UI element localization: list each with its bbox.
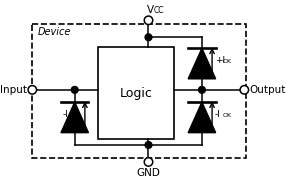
Circle shape [28,86,37,94]
Circle shape [71,86,78,93]
Circle shape [144,16,153,25]
Circle shape [144,158,153,166]
Bar [32,24,246,158]
Polygon shape [61,102,88,133]
Text: -I: -I [63,109,69,119]
Polygon shape [188,102,216,133]
Text: Input: Input [0,85,27,95]
Circle shape [145,34,152,41]
Text: OK: OK [223,59,232,64]
Polygon shape [188,48,216,79]
Text: Device: Device [37,27,71,37]
Text: IK: IK [71,113,77,118]
Text: CC: CC [154,6,164,15]
Text: +I: +I [214,56,225,65]
Circle shape [240,86,249,94]
Text: GND: GND [136,168,160,178]
Circle shape [198,86,205,93]
Text: -I: -I [214,109,221,119]
Text: OK: OK [223,113,232,118]
Bar [98,47,174,139]
Text: Output: Output [249,85,286,95]
Circle shape [145,142,152,148]
Text: Logic: Logic [119,87,152,100]
Text: V: V [147,5,154,15]
